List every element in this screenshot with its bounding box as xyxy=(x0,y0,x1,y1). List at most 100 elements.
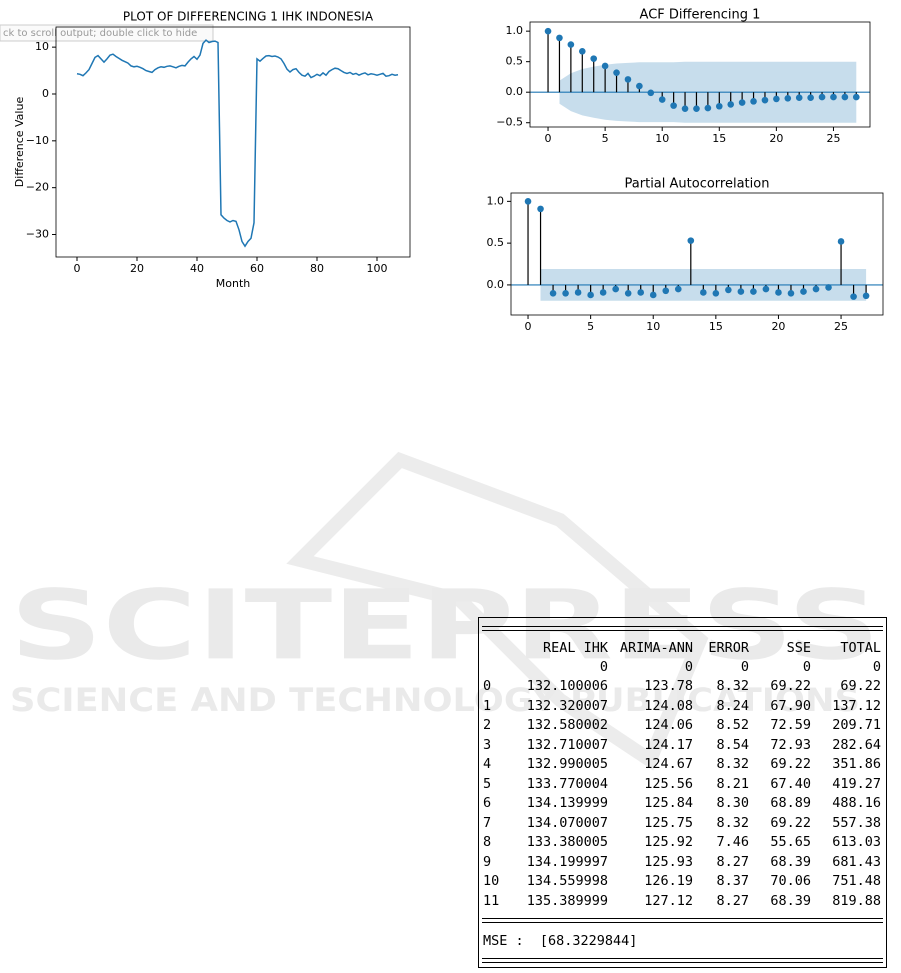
cell: 72.93 xyxy=(770,736,811,753)
chart: Partial Autocorrelation 0 5 10 15 20 25 0.0 0.5 1… xyxy=(487,177,884,333)
data-line xyxy=(76,39,399,248)
stem-marker xyxy=(737,288,745,295)
stem-marker xyxy=(773,95,780,103)
cell: 135.389999 xyxy=(526,892,608,909)
x-tick-label: 0 xyxy=(545,132,552,145)
separator xyxy=(482,958,883,963)
cell xyxy=(483,639,515,658)
stem-marker xyxy=(784,95,792,102)
cell: 69.22 xyxy=(770,756,811,772)
data-row: 11 135.389999 127.12 8.27 68.39 819.88 xyxy=(483,892,881,911)
cell: 68.39 xyxy=(770,892,811,909)
y-tick-label: 0.5 xyxy=(506,55,524,68)
stem-marker xyxy=(599,289,607,296)
y-tick-label: 0.5 xyxy=(487,236,505,249)
data-row: 3 132.710007 124.17 8.54 72.93 282.64 xyxy=(483,736,881,755)
x-tick-label: 5 xyxy=(602,132,609,145)
cell: 8.21 xyxy=(716,775,749,792)
stem-marker xyxy=(852,93,860,101)
cell: 6 xyxy=(483,795,492,811)
cell: 0 xyxy=(599,659,608,675)
stem-marker xyxy=(637,289,645,296)
y-tick-label: 1.0 xyxy=(506,24,524,37)
cell: 282.64 xyxy=(832,736,881,753)
stem-marker xyxy=(862,292,870,300)
cell: 0 xyxy=(684,659,693,675)
cell: 133.380005 xyxy=(526,834,608,850)
stem-marker xyxy=(544,27,552,35)
x-tick-label: 0 xyxy=(74,262,81,275)
mse-row: MSE : [68.3229844] xyxy=(483,932,637,951)
y-tick-label: 0.0 xyxy=(487,278,505,291)
cell: 9 xyxy=(483,853,492,870)
cell: 126.19 xyxy=(644,873,693,889)
cell: 8.32 xyxy=(716,814,749,831)
cell: 11 xyxy=(483,892,500,909)
stem-marker xyxy=(549,289,557,297)
stem-marker xyxy=(807,94,814,101)
cell: 134.559998 xyxy=(526,873,608,889)
stem-marker xyxy=(624,76,632,83)
y-axis-label: Difference Value xyxy=(13,97,26,188)
stem-marker xyxy=(587,291,594,299)
cell: ERROR xyxy=(708,640,749,656)
stem-marker xyxy=(818,93,826,101)
x-tick-label: 60 xyxy=(250,262,264,275)
cell: 124.08 xyxy=(644,697,693,714)
data-row: 4 132.990005 124.67 8.32 69.22 351.86 xyxy=(483,755,881,774)
stem-marker xyxy=(556,34,563,42)
cell: 7 xyxy=(483,814,492,831)
tooltip: ck to scroll output; double click to hid… xyxy=(3,28,197,39)
stem-marker xyxy=(670,102,677,109)
stem-marker xyxy=(750,98,757,105)
stem-marker xyxy=(812,285,820,293)
cell: 68.39 xyxy=(770,853,811,870)
cell: 613.03 xyxy=(832,834,881,850)
x-tick-label: 25 xyxy=(826,132,840,145)
stem-marker xyxy=(693,105,700,112)
plot-frame xyxy=(529,21,871,128)
x-tick-label: 80 xyxy=(310,262,324,275)
cell: 8.52 xyxy=(716,717,749,733)
stem-marker xyxy=(612,285,619,293)
x-tick-label: 20 xyxy=(130,262,144,275)
y-tick-label: −20 xyxy=(26,181,49,194)
cell: 132.990005 xyxy=(526,756,608,772)
stem-marker xyxy=(681,105,689,112)
x-tick-label: 25 xyxy=(834,320,848,333)
y-tick-label: −10 xyxy=(26,134,49,147)
chart-title: PLOT OF DIFFERENCING 1 IHK INDONESIA xyxy=(123,10,374,24)
cell: 69.22 xyxy=(840,678,881,694)
cell: 751.48 xyxy=(832,873,881,889)
stem-marker xyxy=(712,289,720,297)
x-tick-label: 10 xyxy=(646,320,660,333)
watermark-logo xyxy=(286,451,709,771)
stem-marker xyxy=(830,93,837,101)
data-row: 0 132.100006 123.78 8.32 69.22 69.22 xyxy=(483,677,881,696)
data-row: 1 132.320007 124.08 8.24 67.90 137.12 xyxy=(483,697,881,716)
stem-marker xyxy=(636,82,643,90)
data-row: 9 134.199997 125.93 8.27 68.39 681.43 xyxy=(483,853,881,872)
stem-marker xyxy=(787,289,795,297)
cell: 557.38 xyxy=(832,814,881,831)
cell: 351.86 xyxy=(832,756,881,772)
chart: PLOT OF DIFFERENCING 1 IHK INDONESIA Mont… xyxy=(13,10,411,290)
cell: 8.32 xyxy=(716,756,749,772)
cell: 69.22 xyxy=(770,678,811,694)
data-row: 2 132.580002 124.06 8.52 72.59 209.71 xyxy=(483,716,881,735)
stem-marker xyxy=(727,101,735,108)
cell: 8.24 xyxy=(716,697,749,714)
cell: 8.54 xyxy=(716,736,749,753)
plot-frame xyxy=(55,26,411,258)
header-row: REAL IHK ARIMA-ANN ERROR SSE TOTAL xyxy=(483,639,881,658)
cell: ARIMA-ANN xyxy=(619,640,693,656)
cell: 0 xyxy=(740,659,749,675)
cell: 8 xyxy=(483,834,492,850)
stem-marker xyxy=(574,289,582,296)
stem-marker xyxy=(649,291,657,299)
cell: 0 xyxy=(872,659,881,675)
cell: 10 xyxy=(483,873,500,889)
cell: 55.65 xyxy=(770,834,811,850)
cell: 134.199997 xyxy=(526,853,608,870)
data-row: 10 134.559998 126.19 8.37 70.06 751.48 xyxy=(483,872,881,891)
